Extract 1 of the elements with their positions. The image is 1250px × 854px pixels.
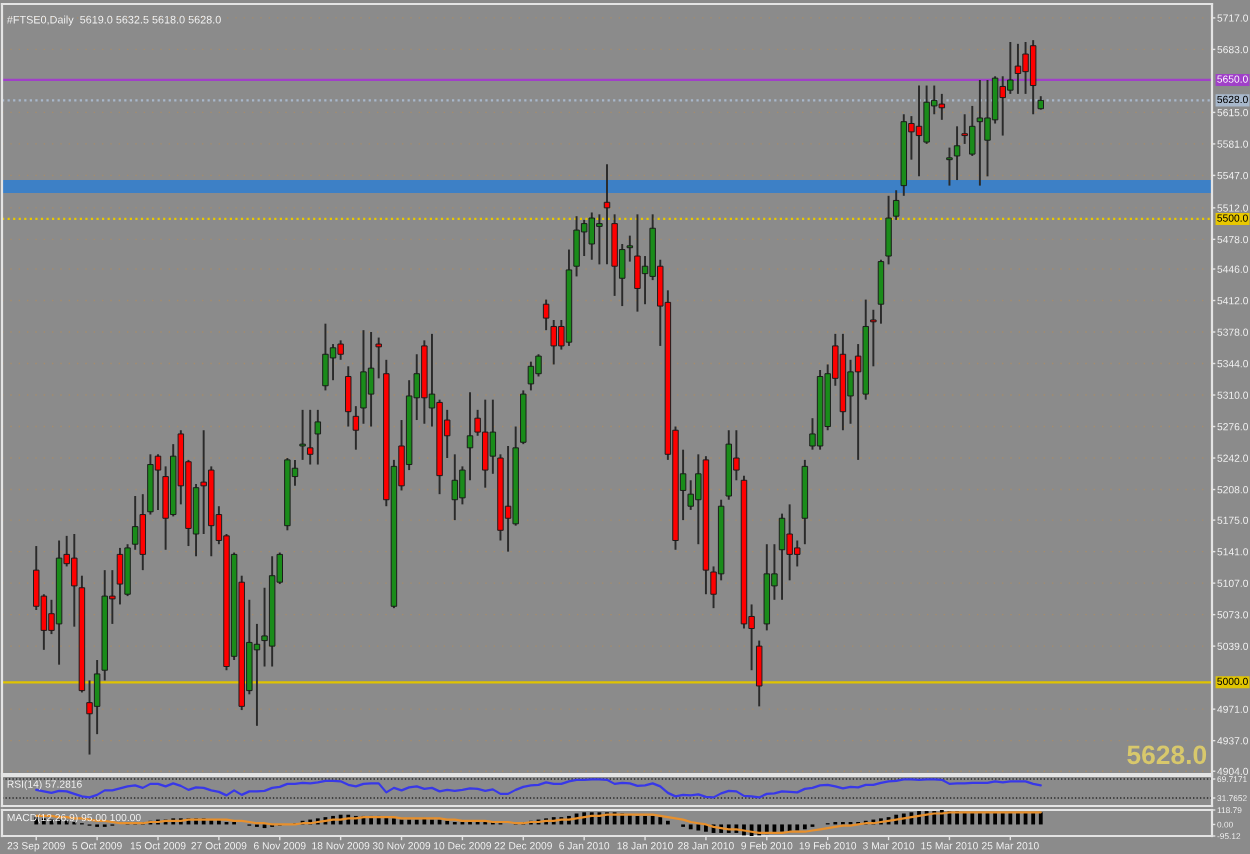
annotation: 5628.0: [1127, 745, 1207, 765]
